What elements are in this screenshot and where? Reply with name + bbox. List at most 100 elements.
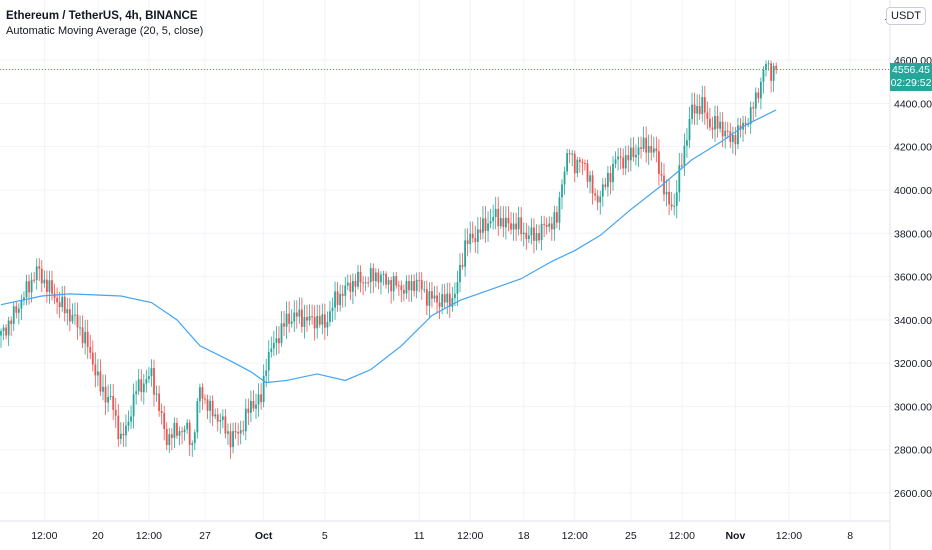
candle-body [451, 298, 454, 307]
candle-body [739, 125, 742, 130]
candle-body [604, 184, 607, 187]
candle-body [229, 431, 232, 448]
candle-body [652, 148, 655, 153]
time-tick-label: 12:00 [669, 530, 695, 542]
candle-body [558, 197, 561, 223]
candle-body [20, 300, 23, 309]
candle-body [612, 163, 614, 183]
candle-body [510, 223, 512, 230]
candle-body [466, 240, 469, 245]
candle-body [209, 400, 211, 411]
candle-body [650, 146, 653, 153]
candle-body [308, 316, 311, 321]
candle-body [530, 227, 533, 236]
candle-body [420, 280, 423, 290]
candle-body [117, 415, 120, 440]
price-tick-label: 2800.00 [894, 445, 932, 457]
candle-body [283, 323, 285, 327]
candle-body [247, 408, 250, 413]
candle-body [459, 264, 461, 283]
candle-body [173, 422, 176, 438]
candle-body [219, 420, 222, 422]
candle-body [703, 97, 706, 113]
candle-body [413, 281, 415, 291]
candle-body [0, 331, 2, 336]
candle-body [520, 217, 523, 235]
candle-body [239, 430, 242, 434]
candle-body [683, 145, 686, 166]
candle-body [242, 430, 245, 432]
candle-body [285, 313, 288, 327]
candle-body [227, 431, 229, 434]
candle-body [295, 312, 298, 317]
symbol-title[interactable]: Ethereum / TetherUS, 4h, BINANCE [6, 10, 198, 22]
currency-button[interactable]: USDT [886, 7, 926, 25]
candle-body [252, 400, 255, 409]
candle-body [280, 323, 283, 344]
price-axis[interactable]: 2600.00 2800.00 3000.00 3200.00 3400.00 3600.… [894, 55, 932, 500]
time-axis[interactable]: 12:00 20 12:00 27 Oct 5 11 12:00 18 12:00 25 12:00 N… [31, 530, 853, 542]
candle-body [563, 171, 566, 185]
candle-body [591, 175, 594, 194]
candle-body [507, 217, 510, 224]
candle-body [15, 306, 18, 313]
time-tick-label: Nov [725, 530, 745, 542]
candle-body [301, 309, 303, 327]
current-price-tag: 4556.45 02:29:52 [890, 62, 932, 91]
candle-body [349, 282, 352, 292]
time-tick-label: 12:00 [776, 530, 802, 542]
candle-body [640, 147, 642, 149]
candle-body [148, 376, 150, 380]
candle-body [535, 233, 538, 241]
grid [0, 0, 890, 521]
price-tick-label: 3600.00 [894, 272, 932, 284]
candle-body [482, 218, 484, 233]
candle-body [224, 416, 227, 434]
candle-body [441, 294, 444, 307]
candle-body [665, 191, 668, 195]
candle-body [543, 223, 546, 225]
indicator-label[interactable]: Automatic Moving Average (20, 5, close) [6, 25, 204, 37]
candle-body [2, 327, 5, 332]
candle-body [760, 81, 762, 99]
candle-body [150, 368, 153, 377]
price-tick-label: 3800.00 [894, 228, 932, 240]
time-tick-label: Oct [255, 530, 273, 542]
candle-body [313, 316, 316, 329]
candle-body [438, 302, 441, 307]
candle-body [609, 172, 612, 183]
candle-body [160, 410, 163, 413]
candle-body [499, 217, 502, 227]
candle-body [517, 217, 520, 230]
candle-body [311, 316, 313, 318]
candle-body [12, 306, 15, 324]
candle-body [158, 393, 160, 411]
candle-body [415, 279, 418, 291]
candle-body [38, 266, 41, 269]
candle-body [770, 63, 772, 81]
candle-body [522, 232, 525, 235]
candle-body [660, 174, 663, 176]
time-tick-label: 12:00 [136, 530, 162, 542]
candle-body [81, 327, 84, 344]
candle-body [548, 223, 551, 227]
candle-body [494, 208, 497, 217]
candle-body [701, 97, 704, 115]
candle-body [433, 295, 436, 299]
candle-body [446, 293, 449, 303]
candle-body [698, 106, 701, 115]
candle-body [589, 175, 591, 182]
candle-body [635, 154, 637, 158]
candle-body [566, 153, 568, 172]
candle-body [40, 268, 43, 284]
candle-body [237, 432, 240, 434]
candle-body [584, 163, 586, 165]
candle-body [165, 429, 168, 446]
candle-body [270, 348, 273, 353]
candle-body [647, 146, 650, 153]
candle-body [767, 63, 770, 65]
price-tick-label: 4200.00 [894, 142, 932, 154]
time-tick-label: 12:00 [457, 530, 483, 542]
candle-body [596, 195, 599, 203]
